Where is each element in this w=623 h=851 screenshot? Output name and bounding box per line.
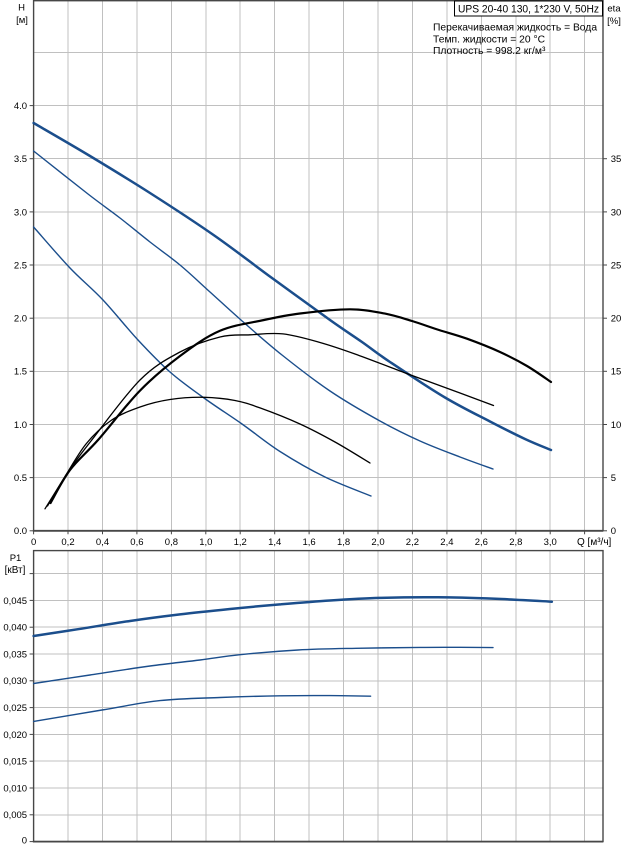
svg-text:10: 10 [611,420,622,431]
svg-text:Перекачиваемая жидкость = Вода: Перекачиваемая жидкость = Вода [433,23,597,34]
svg-text:2.0: 2.0 [14,314,27,325]
svg-text:2,6: 2,6 [475,537,488,548]
svg-text:eta: eta [607,4,621,15]
svg-text:0: 0 [611,526,616,537]
svg-text:Q [м³/ч]: Q [м³/ч] [577,537,612,548]
svg-text:3.5: 3.5 [14,154,27,165]
svg-text:30: 30 [611,207,622,218]
svg-text:1.5: 1.5 [14,367,27,378]
svg-text:4.0: 4.0 [14,101,27,112]
svg-text:Темп. жидкости = 20 °C: Темп. жидкости = 20 °C [433,34,546,45]
svg-text:[%]: [%] [607,16,621,27]
svg-text:UPS 20-40 130, 1*230 V, 50Hz: UPS 20-40 130, 1*230 V, 50Hz [458,3,599,15]
svg-text:0,025: 0,025 [3,703,27,714]
svg-text:0,020: 0,020 [3,730,27,741]
svg-text:0: 0 [31,537,36,548]
svg-text:0,2: 0,2 [61,537,74,548]
svg-text:1,4: 1,4 [268,537,281,548]
svg-text:0,4: 0,4 [96,537,109,548]
svg-text:0,015: 0,015 [3,757,27,768]
svg-text:[кВт]: [кВт] [5,565,26,576]
svg-text:1.0: 1.0 [14,420,27,431]
svg-text:2.5: 2.5 [14,260,27,271]
svg-text:0,040: 0,040 [3,623,27,634]
svg-text:25: 25 [611,260,622,271]
svg-text:Плотность = 998.2 кг/м³: Плотность = 998.2 кг/м³ [433,46,546,57]
svg-text:2,4: 2,4 [440,537,453,548]
svg-text:20: 20 [611,314,622,325]
svg-text:35: 35 [611,154,622,165]
svg-text:P1: P1 [10,553,22,564]
svg-text:0,045: 0,045 [3,596,27,607]
svg-text:2,2: 2,2 [406,537,419,548]
svg-text:[м]: [м] [16,15,28,26]
svg-text:1,2: 1,2 [234,537,247,548]
svg-text:0,010: 0,010 [3,783,27,794]
svg-text:3.0: 3.0 [14,207,27,218]
svg-text:0: 0 [22,835,27,846]
svg-text:0,035: 0,035 [3,649,27,660]
svg-text:2,0: 2,0 [371,537,384,548]
svg-text:1,0: 1,0 [199,537,212,548]
svg-text:5: 5 [611,473,616,484]
svg-text:0.0: 0.0 [14,526,27,537]
svg-text:0,030: 0,030 [3,676,27,687]
svg-text:0,8: 0,8 [165,537,178,548]
svg-text:1,6: 1,6 [302,537,315,548]
svg-text:0.5: 0.5 [14,473,27,484]
svg-text:H: H [18,3,25,14]
svg-text:0,6: 0,6 [130,537,143,548]
svg-text:15: 15 [611,367,622,378]
svg-text:1,8: 1,8 [337,537,350,548]
svg-text:0,005: 0,005 [3,810,27,821]
svg-text:2,8: 2,8 [509,537,522,548]
svg-text:3,0: 3,0 [544,537,557,548]
